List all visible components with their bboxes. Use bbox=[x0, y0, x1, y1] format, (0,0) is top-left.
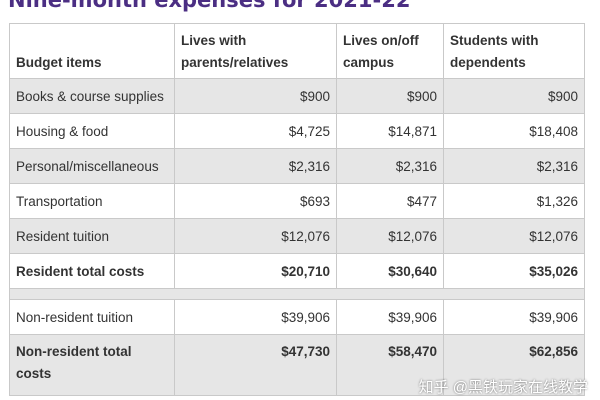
row-label: Housing & food bbox=[9, 113, 175, 149]
cell-value: $900 bbox=[336, 78, 444, 114]
watermark: 知乎 @黑铁玩家在线教学 bbox=[418, 379, 588, 396]
header-budget-items: Budget items bbox=[9, 23, 175, 79]
header-row: Budget items Lives with parents/relative… bbox=[9, 23, 585, 79]
table-row: Resident tuition $12,076 $12,076 $12,076 bbox=[9, 218, 585, 254]
header-students-with-dependents: Students with dependents bbox=[443, 23, 585, 79]
table-row: Housing & food $4,725 $14,871 $18,408 bbox=[9, 113, 585, 149]
spacer-row bbox=[9, 288, 585, 300]
cell-value: $20,710 bbox=[174, 253, 337, 289]
page-title: Nine-month expenses for 2021-22 bbox=[8, 0, 411, 12]
table-row: Books & course supplies $900 $900 $900 bbox=[9, 78, 585, 114]
row-label: Non-resident total costs bbox=[9, 334, 175, 396]
cell-value: $2,316 bbox=[174, 148, 337, 184]
row-label: Resident tuition bbox=[9, 218, 175, 254]
cell-value: $900 bbox=[174, 78, 337, 114]
cell-value: $12,076 bbox=[336, 218, 444, 254]
cell-value: $693 bbox=[174, 183, 337, 219]
non-resident-total-row: Non-resident total costs $47,730 $58,470… bbox=[9, 334, 585, 396]
row-label: Transportation bbox=[9, 183, 175, 219]
expenses-table: Budget items Lives with parents/relative… bbox=[9, 23, 585, 396]
table-row: Non-resident tuition $39,906 $39,906 $39… bbox=[9, 299, 585, 335]
cell-value: $30,640 bbox=[336, 253, 444, 289]
cell-value: $12,076 bbox=[174, 218, 337, 254]
table-row: Personal/miscellaneous $2,316 $2,316 $2,… bbox=[9, 148, 585, 184]
cell-value: $12,076 bbox=[443, 218, 585, 254]
cell-value: $14,871 bbox=[336, 113, 444, 149]
header-lives-with-parents: Lives with parents/relatives bbox=[174, 23, 337, 79]
resident-total-row: Resident total costs $20,710 $30,640 $35… bbox=[9, 253, 585, 289]
cell-value: $477 bbox=[336, 183, 444, 219]
row-label: Resident total costs bbox=[9, 253, 175, 289]
cell-value: $62,856 bbox=[443, 334, 585, 396]
cell-value: $39,906 bbox=[174, 299, 337, 335]
cell-value: $4,725 bbox=[174, 113, 337, 149]
cell-value: $2,316 bbox=[443, 148, 585, 184]
cell-value: $47,730 bbox=[174, 334, 337, 396]
cell-value: $1,326 bbox=[443, 183, 585, 219]
cell-value: $58,470 bbox=[336, 334, 444, 396]
row-label: Non-resident tuition bbox=[9, 299, 175, 335]
row-label: Books & course supplies bbox=[9, 78, 175, 114]
row-label: Personal/miscellaneous bbox=[9, 148, 175, 184]
cell-value: $18,408 bbox=[443, 113, 585, 149]
cell-value: $900 bbox=[443, 78, 585, 114]
table-row: Transportation $693 $477 $1,326 bbox=[9, 183, 585, 219]
cell-value: $35,026 bbox=[443, 253, 585, 289]
cell-value: $2,316 bbox=[336, 148, 444, 184]
spacer-cell bbox=[9, 288, 585, 300]
cell-value: $39,906 bbox=[336, 299, 444, 335]
header-lives-on-off-campus: Lives on/off campus bbox=[336, 23, 444, 79]
cell-value: $39,906 bbox=[443, 299, 585, 335]
